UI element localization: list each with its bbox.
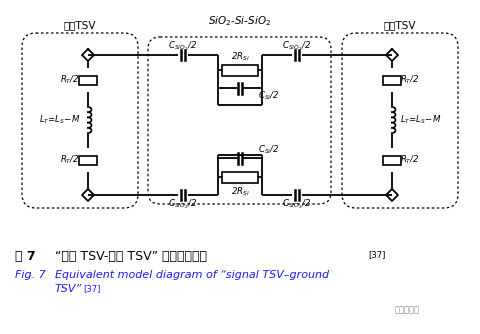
Text: 半导体在线: 半导体在线: [395, 305, 420, 314]
Text: 图 7: 图 7: [15, 250, 36, 263]
Text: Equivalent model diagram of “signal TSV–ground: Equivalent model diagram of “signal TSV–…: [55, 270, 329, 280]
Text: 接地TSV: 接地TSV: [384, 20, 416, 30]
Text: $C_{Si}$/2: $C_{Si}$/2: [258, 144, 279, 156]
Text: $R_T$/2: $R_T$/2: [400, 74, 420, 86]
Text: $L_T$=$L_S$−$M$: $L_T$=$L_S$−$M$: [400, 114, 441, 126]
Bar: [79, 75, 97, 85]
Text: 2$R_{Si}$: 2$R_{Si}$: [230, 185, 250, 197]
Text: [37]: [37]: [83, 284, 100, 293]
Text: SiO$_2$-Si-SiO$_2$: SiO$_2$-Si-SiO$_2$: [208, 14, 272, 28]
Text: $C_{SiO_2}$/2: $C_{SiO_2}$/2: [168, 197, 197, 210]
Text: $C_{SiO_2}$/2: $C_{SiO_2}$/2: [283, 39, 312, 53]
Bar: [222, 64, 258, 75]
Text: $L_T$=$L_S$−$M$: $L_T$=$L_S$−$M$: [39, 114, 80, 126]
Text: “信号 TSV-接地 TSV” 的等效模型图: “信号 TSV-接地 TSV” 的等效模型图: [55, 250, 207, 263]
Text: $R_T$/2: $R_T$/2: [60, 74, 80, 86]
Text: TSV”: TSV”: [55, 284, 82, 294]
Text: $C_{SiO_2}$/2: $C_{SiO_2}$/2: [283, 197, 312, 210]
Text: $R_T$/2: $R_T$/2: [400, 154, 420, 166]
Bar: [79, 156, 97, 165]
Bar: [383, 75, 401, 85]
Text: [37]: [37]: [368, 250, 385, 259]
Text: Fig. 7: Fig. 7: [15, 270, 46, 280]
Bar: [383, 156, 401, 165]
Text: $C_{SiO_2}$/2: $C_{SiO_2}$/2: [168, 39, 197, 53]
Text: $C_{Si}$/2: $C_{Si}$/2: [258, 90, 279, 103]
Text: 信号TSV: 信号TSV: [64, 20, 96, 30]
Bar: [222, 171, 258, 182]
Text: $R_T$/2: $R_T$/2: [60, 154, 80, 166]
Text: 2$R_{Si}$: 2$R_{Si}$: [230, 50, 250, 63]
